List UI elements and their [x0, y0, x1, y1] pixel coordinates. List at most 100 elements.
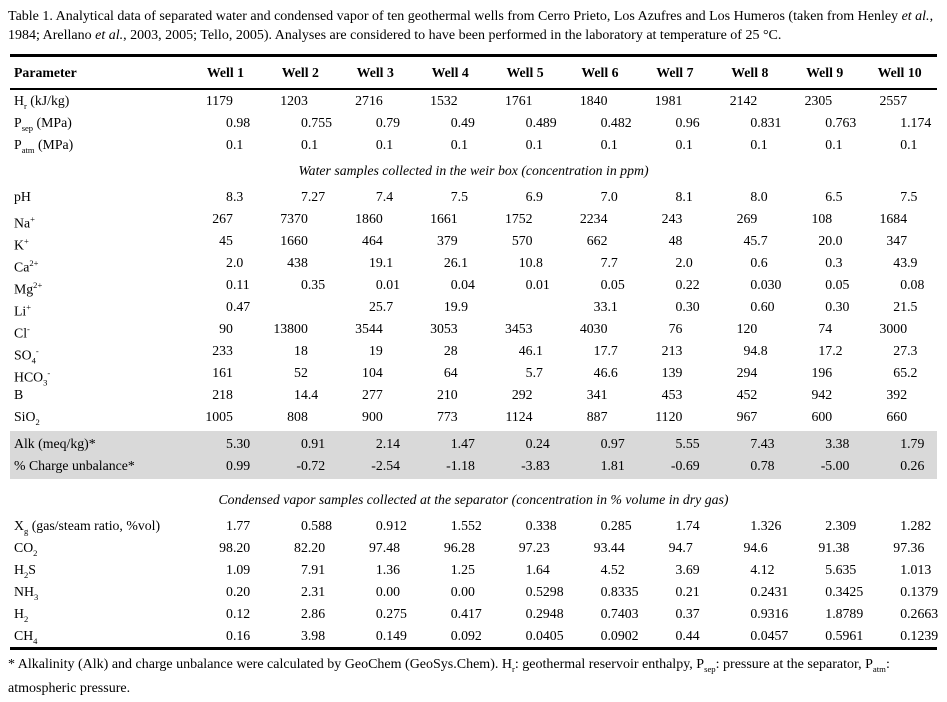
row-label-Xg: Xg (gas/steam ratio, %vol) — [14, 518, 161, 536]
value-frac: .9 — [532, 189, 543, 204]
value-frac: .96 — [682, 115, 700, 130]
value-cell: 267 — [188, 208, 263, 230]
value-int: 0 — [450, 584, 458, 599]
row-label-CO2: CO2 — [14, 540, 38, 558]
value-cell: 98.20 — [188, 537, 263, 559]
value-int: 808 — [287, 409, 308, 424]
row-label-Ca: Ca2+ — [14, 258, 39, 275]
value-frac: .482 — [607, 115, 632, 130]
value-int: 2 — [825, 518, 833, 533]
value-frac — [383, 318, 413, 340]
value-cell: -2.54 — [338, 455, 413, 477]
value-int: 4 — [600, 562, 608, 577]
value-int: 1005 — [205, 409, 233, 424]
value-int: 1661 — [430, 211, 458, 226]
value-frac — [383, 208, 413, 230]
value-frac — [233, 318, 263, 340]
value-frac — [832, 362, 862, 384]
value-frac: .3 — [232, 189, 244, 204]
value-cell: 76 — [637, 318, 712, 340]
value-cell: 43.9 — [862, 252, 937, 274]
value-cell: 33.1 — [563, 296, 638, 318]
value-int: 5 — [825, 562, 833, 577]
value-int: 0 — [900, 458, 908, 473]
value-frac: .20 — [307, 540, 326, 555]
value-cell: 0.11 — [188, 274, 263, 296]
value-frac — [907, 208, 937, 230]
value-int: 0 — [675, 137, 683, 152]
row-label-Li: Li+ — [14, 302, 32, 319]
value-frac: .5298 — [532, 584, 564, 599]
value-frac: .9 — [907, 255, 918, 270]
value-int: 46 — [593, 365, 608, 380]
value-cell: 46.1 — [488, 340, 563, 362]
value-int: 7 — [600, 189, 608, 204]
value-int: 0 — [525, 277, 533, 292]
value-cell: 8.1 — [637, 186, 712, 208]
value-cell: 0.08 — [862, 274, 937, 296]
value-frac — [533, 384, 563, 406]
value-frac: .97 — [607, 436, 625, 451]
value-frac: .91 — [307, 436, 326, 451]
value-frac: .8 — [757, 343, 768, 358]
value-frac: .635 — [832, 562, 857, 577]
value-int: 0 — [900, 628, 908, 643]
value-frac: .86 — [307, 606, 326, 621]
value-frac: .54 — [382, 458, 400, 473]
value-int: 0 — [450, 115, 458, 130]
value-frac: .52 — [607, 562, 625, 577]
value-int: 0 — [375, 518, 383, 533]
header-well-1: Well 1 — [206, 65, 245, 80]
value-frac: .30 — [232, 436, 251, 451]
value-int: 97 — [518, 540, 533, 555]
value-int: 4 — [750, 562, 758, 577]
value-frac: .1 — [457, 255, 469, 270]
header-well-2: Well 2 — [281, 65, 319, 80]
row-label-Na: Na+ — [14, 214, 35, 231]
value-int: 292 — [511, 387, 533, 402]
value-frac — [907, 230, 937, 252]
value-frac: .1 — [682, 137, 693, 152]
value-frac — [233, 406, 263, 428]
value-frac: .12 — [757, 562, 775, 577]
value-int: 1203 — [280, 93, 308, 108]
value-int: 0 — [300, 137, 308, 152]
value-frac: .69 — [682, 458, 700, 473]
value-cell: 1.326 — [712, 515, 787, 537]
value-int: 0 — [375, 606, 383, 621]
value-frac: .417 — [457, 606, 482, 621]
value-int: 0 — [825, 584, 833, 599]
table-row-charge-unbalance: % Charge unbalance* 0.99 -0.72 -2.54 -1.18 -3… — [10, 455, 937, 479]
value-frac: .05 — [832, 277, 850, 292]
value-cell: 0.285 — [563, 515, 638, 537]
value-frac: .1 — [532, 137, 543, 152]
value-cell: 0.01 — [338, 274, 413, 296]
value-cell: 0.2431 — [712, 581, 788, 603]
value-cell: 438 — [263, 252, 338, 274]
table-row-Ca: Ca2+ 2.0 438 19.1 26.1 10.8 7.7 2.0 0.6 0.3 43.9 — [10, 252, 937, 275]
value-cell: 25.7 — [338, 296, 413, 318]
value-int: 52 — [294, 365, 308, 380]
row-label-H2: H2 — [14, 606, 29, 624]
value-cell: 0.1 — [787, 134, 862, 156]
value-int: 13800 — [273, 321, 308, 336]
value-int: 5 — [675, 436, 683, 451]
value-int: 0 — [525, 436, 533, 451]
data-table: Parameter Well 1 Well 2 Well 3 Well 4 Well 5… — [10, 54, 938, 650]
value-cell: 0.0457 — [712, 625, 788, 647]
value-frac — [682, 362, 712, 384]
value-int: 8 — [750, 189, 758, 204]
value-int: 18 — [294, 343, 308, 358]
value-cell: 7.7 — [563, 252, 638, 274]
value-int: 6 — [825, 189, 833, 204]
value-frac: .20 — [232, 584, 251, 599]
value-int: 93 — [593, 540, 608, 555]
value-int: 1 — [525, 562, 533, 577]
value-cell: 2.309 — [787, 515, 862, 537]
value-int: 1120 — [655, 409, 683, 424]
value-frac: .04 — [457, 277, 475, 292]
value-int: 0 — [825, 255, 833, 270]
value-cell: 294 — [712, 362, 787, 384]
value-cell: 7.5 — [862, 186, 937, 208]
value-frac: .7 — [757, 233, 768, 248]
